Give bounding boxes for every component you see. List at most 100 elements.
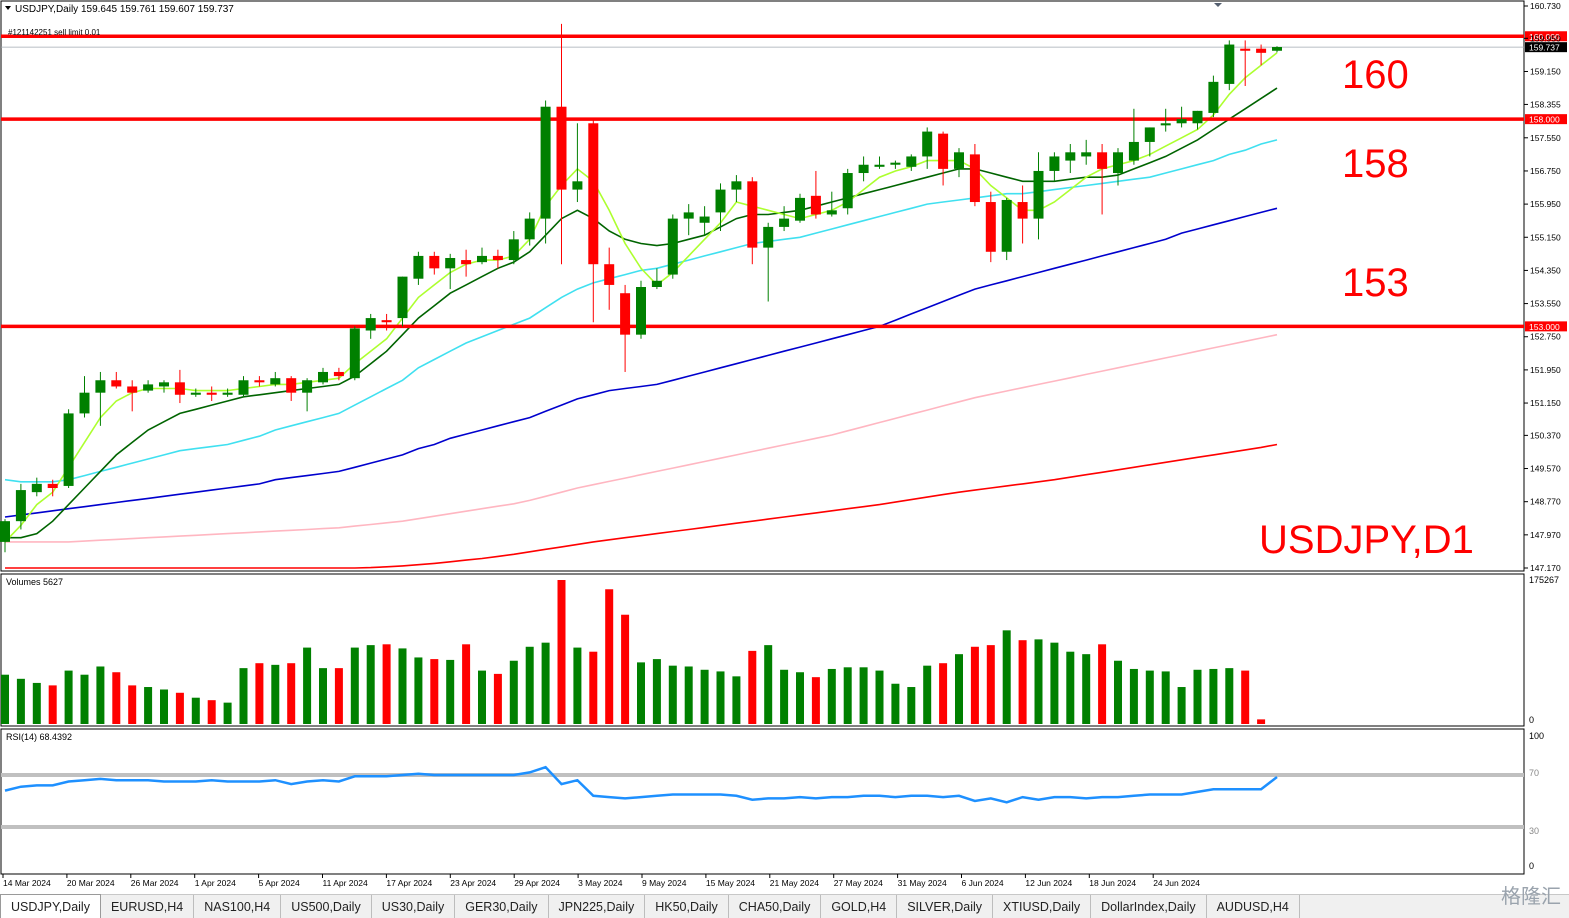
tab-us500-daily[interactable]: US500,Daily <box>281 895 372 918</box>
tab-dollarindex-daily[interactable]: DollarIndex,Daily <box>1091 895 1207 918</box>
chart-shift-marker-icon[interactable] <box>1214 3 1222 7</box>
tab-nas100-h4[interactable]: NAS100,H4 <box>194 895 282 918</box>
tab-audusd-h4[interactable]: AUDUSD,H4 <box>1207 895 1300 918</box>
volume-bar <box>478 670 486 724</box>
price-chart[interactable]: 160.000 158.000 153.000 159.737 160.730 159.… <box>0 0 1569 894</box>
tab-eurusd-h4[interactable]: EURUSD,H4 <box>101 895 195 918</box>
volume-bar <box>541 642 550 724</box>
tab-us30-daily[interactable]: US30,Daily <box>372 895 456 918</box>
candle <box>143 380 154 393</box>
volume-bar <box>112 672 121 724</box>
tab-ger30-daily[interactable]: GER30,Daily <box>455 895 549 918</box>
date-tick-label: 27 May 2024 <box>834 878 883 888</box>
candle <box>524 212 535 246</box>
volume-bar <box>80 674 89 724</box>
price-tick-label: 158.355 <box>1530 99 1561 109</box>
tab-gold-h4[interactable]: GOLD,H4 <box>821 895 898 918</box>
volume-bar <box>175 692 184 724</box>
volume-bar <box>446 659 455 724</box>
candle <box>222 388 233 397</box>
price-tick-label: 155.950 <box>1530 199 1561 209</box>
volume-bar <box>796 672 804 724</box>
symbol-info: USDJPY,Daily 159.645 159.761 159.607 159… <box>15 4 234 15</box>
rsi-label: RSI(14) 68.4392 <box>6 732 72 742</box>
tab-xtiusd-daily[interactable]: XTIUSD,Daily <box>993 895 1092 918</box>
dropdown-triangle-icon[interactable] <box>5 6 11 10</box>
volume-bar <box>493 673 502 724</box>
candle <box>826 191 837 217</box>
volume-bar <box>350 647 359 724</box>
candle <box>874 156 885 169</box>
candle <box>1097 144 1108 215</box>
order-label: #121142251 sell limit 0.01 <box>8 28 101 37</box>
current-price-tag <box>1525 42 1567 53</box>
volumes-max-label: 175267 <box>1529 575 1559 585</box>
price-tick-label: 147.970 <box>1530 530 1561 540</box>
candle <box>413 251 424 285</box>
candle <box>190 388 201 397</box>
candle <box>333 367 344 381</box>
volume-bar <box>668 665 677 724</box>
candle <box>715 183 726 232</box>
rsi-level-30: 30 <box>1529 826 1539 836</box>
candle <box>1001 197 1012 261</box>
candle <box>349 326 360 381</box>
rsi-panel[interactable] <box>0 728 1525 875</box>
volume-bar <box>827 668 836 724</box>
tab-cha50-daily[interactable]: CHA50,Daily <box>729 895 822 918</box>
volume-bar <box>48 685 57 724</box>
horizontal-lines[interactable]: 160.000 158.000 153.000 159.737 <box>1 31 1567 332</box>
price-tick-label: 149.570 <box>1530 464 1561 474</box>
hline-price-label: 160.000 <box>1529 32 1560 42</box>
volume-bar <box>907 687 916 724</box>
candle <box>270 371 281 387</box>
volumes-panel[interactable] <box>0 573 1525 727</box>
tab-usdjpy-daily[interactable]: USDJPY,Daily <box>0 894 101 918</box>
tab-hk50-daily[interactable]: HK50,Daily <box>645 895 729 918</box>
candle <box>206 386 217 401</box>
volume-bar <box>160 689 168 724</box>
volume-bar <box>1082 654 1091 724</box>
candle <box>699 206 710 236</box>
volume-bar <box>748 650 757 724</box>
candle <box>620 284 631 372</box>
price-tick-label: 154.350 <box>1530 265 1561 275</box>
candle <box>938 131 949 186</box>
date-tick-label: 12 Jun 2024 <box>1025 878 1072 888</box>
volume-bar <box>923 665 932 724</box>
candle <box>429 251 440 275</box>
volumes-min-label: 0 <box>1529 715 1534 725</box>
volume-bar <box>1129 668 1138 724</box>
candle <box>747 177 758 265</box>
current-price-label: 159.737 <box>1529 43 1560 53</box>
annotation-153: 153 <box>1342 261 1409 305</box>
volume-bar <box>398 648 407 724</box>
candle <box>667 214 678 279</box>
volume-bar <box>1209 668 1218 724</box>
volume-bar <box>1114 660 1122 724</box>
volume-bar <box>764 645 773 724</box>
price-tick-label: 151.150 <box>1530 398 1561 408</box>
volume-bar <box>1241 670 1250 724</box>
main-price-panel[interactable] <box>0 0 1525 572</box>
volume-bar <box>319 668 327 724</box>
candle <box>254 376 265 387</box>
rsi-level-100: 100 <box>1529 731 1544 741</box>
price-tick-label: 156.750 <box>1530 166 1561 176</box>
candle <box>0 519 10 553</box>
price-tick-label: 160.730 <box>1530 1 1561 11</box>
tab-jpn225-daily[interactable]: JPN225,Daily <box>549 895 646 918</box>
volume-bar <box>271 664 280 724</box>
candle <box>31 477 42 497</box>
price-tick-label: 152.750 <box>1530 332 1561 342</box>
volume-bar <box>875 670 884 724</box>
candle <box>890 160 901 169</box>
candle <box>381 313 392 331</box>
price-axis: 160.730 159.950 159.150 158.355 157.550 156.7… <box>1524 1 1561 573</box>
price-tick-label: 151.950 <box>1530 365 1561 375</box>
candle <box>810 170 821 219</box>
tab-silver-daily[interactable]: SILVER,Daily <box>897 895 994 918</box>
volume-bar <box>859 667 868 724</box>
volume-bar <box>955 654 963 724</box>
candle <box>954 148 964 178</box>
